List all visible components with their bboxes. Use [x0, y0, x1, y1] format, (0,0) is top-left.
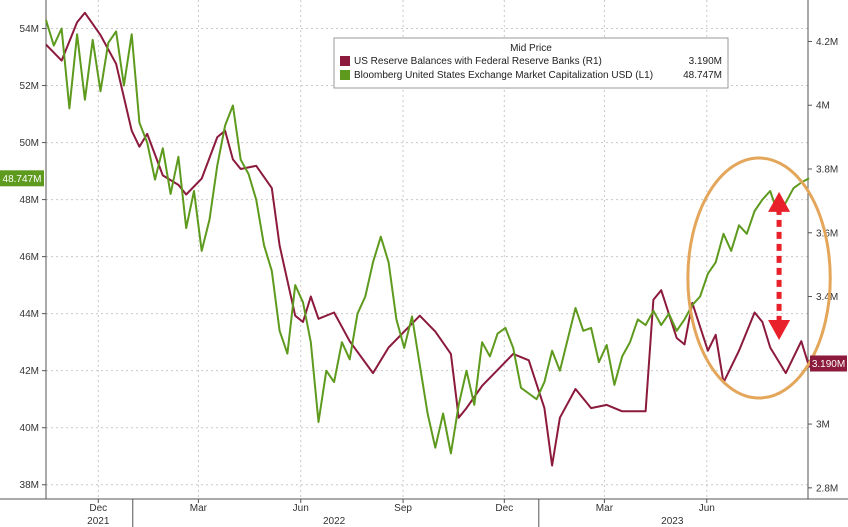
- legend-swatch: [340, 56, 350, 66]
- left-axis-tick-label: 48M: [20, 195, 39, 206]
- right-last-value-label: 3.190M: [812, 359, 845, 370]
- x-axis-year-label: 2021: [87, 516, 110, 527]
- gap-arrow-head-down: [768, 319, 791, 340]
- left-axis-tick-label: 46M: [20, 252, 39, 263]
- right-last-value-tag: [810, 355, 847, 372]
- left-axis-tick-label: 52M: [20, 81, 39, 92]
- left-axis-tick-label: 50M: [20, 138, 39, 149]
- x-axis-year-label: 2023: [661, 516, 684, 527]
- right-axis-tick-label: 2.8M: [816, 483, 838, 494]
- reserve-balances-line: [45, 11, 825, 467]
- left-axis-tick-label: 44M: [20, 309, 39, 320]
- x-axis-tick-label: Jun: [699, 503, 715, 514]
- legend-box: [333, 37, 729, 89]
- right-axis-tick-label: 3.6M: [816, 228, 838, 239]
- x-axis-tick-label: Jun: [293, 503, 309, 514]
- legend-entry-label: Bloomberg United States Exchange Market …: [354, 70, 653, 81]
- right-axis-tick-label: 4.2M: [816, 37, 838, 48]
- left-axis-tick-label: 38M: [20, 480, 39, 491]
- left-last-value-tag: [0, 170, 44, 187]
- right-axis-tick-label: 3.4M: [816, 292, 838, 303]
- x-axis-tick-label: Dec: [89, 503, 107, 514]
- legend-entry-value: 48.747M: [683, 70, 722, 81]
- legend-entry-value: 3.190M: [689, 56, 722, 67]
- legend-entry-label: US Reserve Balances with Federal Reserve…: [354, 56, 602, 67]
- x-axis-tick-label: Sep: [394, 503, 412, 514]
- left-axis-tick-label: 40M: [20, 423, 39, 434]
- x-axis-year-label: 2022: [323, 516, 346, 527]
- right-axis-tick-label: 3M: [816, 420, 830, 431]
- market-cap-line: [45, 19, 810, 455]
- highlight-ellipse: [686, 156, 832, 400]
- left-axis-tick-label: 54M: [20, 24, 39, 35]
- legend-swatch: [340, 70, 350, 80]
- left-last-value-label: 48.747M: [3, 174, 42, 185]
- x-axis-tick-label: Mar: [596, 503, 614, 514]
- right-axis-tick-label: 4M: [816, 101, 830, 112]
- gap-arrow-head-up: [768, 191, 791, 212]
- right-axis-tick-label: 3.8M: [816, 164, 838, 175]
- left-axis-tick-label: 42M: [20, 366, 39, 377]
- x-axis-tick-label: Mar: [190, 503, 208, 514]
- x-axis-tick-label: Dec: [495, 503, 513, 514]
- legend-title: Mid Price: [510, 43, 552, 54]
